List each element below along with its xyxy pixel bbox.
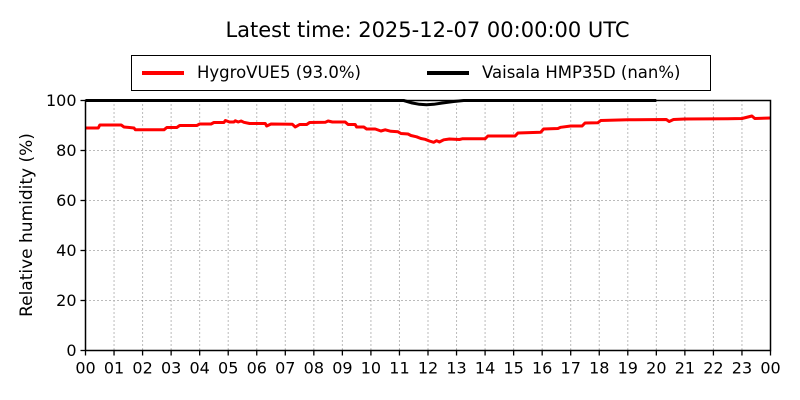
y-tick-label: 0 bbox=[66, 341, 76, 360]
x-tick-label: 22 bbox=[703, 359, 723, 378]
y-tick-label: 40 bbox=[56, 241, 76, 260]
x-tick-label: 06 bbox=[247, 359, 267, 378]
x-tick-label: 05 bbox=[218, 359, 238, 378]
x-tick-label: 13 bbox=[446, 359, 466, 378]
y-tick-label: 20 bbox=[56, 291, 76, 310]
x-tick-label: 19 bbox=[618, 359, 638, 378]
legend-item-vaisala-hmp35d: Vaisala HMP35D (nan%) bbox=[427, 56, 680, 89]
x-tick-label: 00 bbox=[75, 359, 95, 378]
hygrovue5-line-swatch bbox=[142, 70, 184, 75]
y-tick-label: 80 bbox=[56, 141, 76, 160]
x-tick-label: 03 bbox=[161, 359, 181, 378]
legend: HygroVUE5 (93.0%) Vaisala HMP35D (nan%) bbox=[131, 55, 711, 91]
x-tick-label: 18 bbox=[589, 359, 609, 378]
legend-label-hygrovue5: HygroVUE5 (93.0%) bbox=[197, 63, 361, 82]
x-tick-label: 17 bbox=[561, 359, 581, 378]
series-line-hygrovue5 bbox=[85, 114, 771, 144]
x-tick-label: 12 bbox=[418, 359, 438, 378]
x-tick-label: 04 bbox=[189, 359, 209, 378]
x-tick-label: 21 bbox=[675, 359, 695, 378]
x-tick-label: 10 bbox=[361, 359, 381, 378]
y-tick-label: 60 bbox=[56, 191, 76, 210]
x-tick-label: 14 bbox=[475, 359, 495, 378]
x-tick-label: 16 bbox=[532, 359, 552, 378]
x-tick-label: 20 bbox=[646, 359, 666, 378]
vaisala-hmp35d-line-swatch bbox=[427, 70, 469, 75]
x-tick-label: 11 bbox=[389, 359, 409, 378]
x-tick-label: 23 bbox=[732, 359, 752, 378]
legend-label-vaisala-hmp35d: Vaisala HMP35D (nan%) bbox=[482, 63, 681, 82]
x-tick-label: 00 bbox=[760, 359, 780, 378]
x-tick-label: 02 bbox=[132, 359, 152, 378]
x-tick-label: 01 bbox=[104, 359, 124, 378]
x-tick-label: 07 bbox=[275, 359, 295, 378]
x-tick-label: 08 bbox=[304, 359, 324, 378]
y-tick-label: 100 bbox=[46, 91, 77, 110]
legend-item-hygrovue5: HygroVUE5 (93.0%) bbox=[142, 56, 361, 89]
x-tick-label: 09 bbox=[332, 359, 352, 378]
chart-title: Latest time: 2025-12-07 00:00:00 UTC bbox=[225, 18, 630, 42]
x-tick-label: 15 bbox=[503, 359, 523, 378]
